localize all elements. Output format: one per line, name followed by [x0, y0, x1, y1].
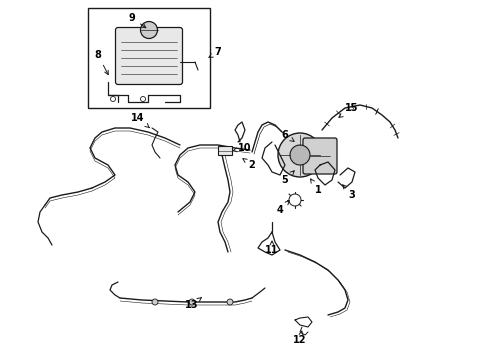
FancyBboxPatch shape [116, 27, 182, 85]
Circle shape [227, 299, 233, 305]
Text: 6: 6 [282, 130, 294, 141]
Text: 13: 13 [185, 297, 201, 310]
Bar [218, 146, 232, 155]
Text: 4: 4 [277, 201, 289, 215]
Text: 7: 7 [209, 47, 221, 58]
Bar [88, 8, 210, 108]
Text: 10: 10 [233, 143, 252, 153]
FancyBboxPatch shape [303, 138, 337, 174]
Text: 12: 12 [293, 331, 307, 345]
Text: 15: 15 [339, 103, 359, 117]
Text: 2: 2 [243, 159, 255, 170]
Circle shape [141, 96, 146, 102]
Circle shape [289, 194, 301, 206]
Text: 3: 3 [343, 185, 355, 200]
Text: 5: 5 [282, 171, 294, 185]
Circle shape [141, 22, 157, 39]
Text: 14: 14 [131, 113, 149, 128]
Circle shape [278, 133, 322, 177]
Text: 11: 11 [265, 241, 279, 255]
Circle shape [290, 145, 310, 165]
Circle shape [152, 299, 158, 305]
Text: 1: 1 [311, 179, 321, 195]
Text: 9: 9 [128, 13, 146, 28]
Circle shape [111, 96, 116, 102]
Circle shape [189, 299, 195, 305]
Text: 8: 8 [95, 50, 108, 75]
